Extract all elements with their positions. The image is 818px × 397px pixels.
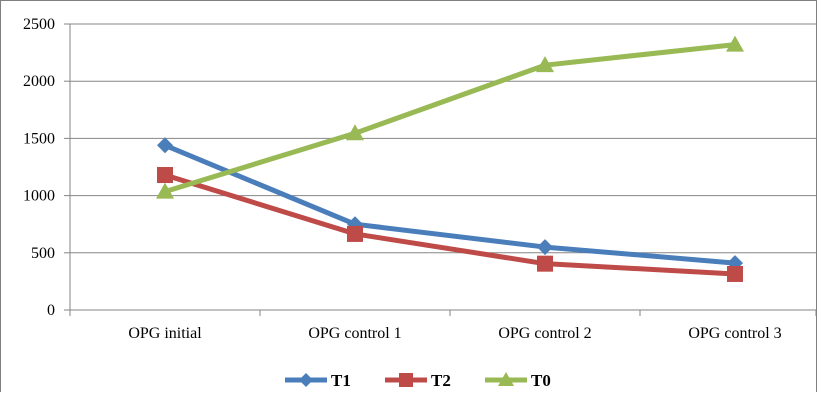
legend-label-t0: T0 <box>531 371 551 390</box>
data-point-t2 <box>537 255 553 272</box>
y-tick-label: 2500 <box>23 16 55 33</box>
series-line-t2 <box>164 172 736 277</box>
legend-marker-t2 <box>399 373 413 387</box>
gridlines <box>70 23 816 254</box>
legend-item-t0: T0 <box>485 371 551 390</box>
series-line-t1 <box>164 142 736 266</box>
data-point-t0 <box>726 35 744 52</box>
legend-item-t2: T2 <box>385 371 451 390</box>
x-tick-label: OPG initial <box>128 325 202 342</box>
data-point-t0 <box>346 124 364 141</box>
x-tick-label: OPG control 1 <box>308 325 401 342</box>
data-point-t2 <box>157 167 173 184</box>
series-lines <box>164 42 736 277</box>
legend-marker-t0 <box>498 372 514 386</box>
x-tick-label: OPG control 3 <box>688 325 781 342</box>
data-point-t1 <box>157 137 173 154</box>
y-tick-label: 2000 <box>23 73 55 90</box>
legend-label-t1: T1 <box>331 371 351 390</box>
legend-item-t1: T1 <box>285 371 351 390</box>
data-point-t0 <box>536 56 554 73</box>
y-tick-label: 0 <box>47 302 55 319</box>
axes: 0 500 1000 1500 2000 2500 OPG initial OPG contr… <box>23 16 817 342</box>
data-point-t2 <box>347 225 363 242</box>
data-point-t0 <box>156 182 174 199</box>
data-point-t2 <box>727 265 743 282</box>
series-markers <box>156 35 744 282</box>
data-point-t1 <box>537 239 553 256</box>
series-line-t0 <box>164 42 736 194</box>
y-tick-label: 1500 <box>23 130 55 147</box>
legend-label-t2: T2 <box>431 371 451 390</box>
y-tick-label: 1000 <box>23 188 55 205</box>
x-tick-label: OPG control 2 <box>498 325 591 342</box>
y-tick-label: 500 <box>31 245 55 262</box>
legend-marker-t1 <box>299 373 313 387</box>
legend: T1 T2 T0 <box>285 371 551 390</box>
